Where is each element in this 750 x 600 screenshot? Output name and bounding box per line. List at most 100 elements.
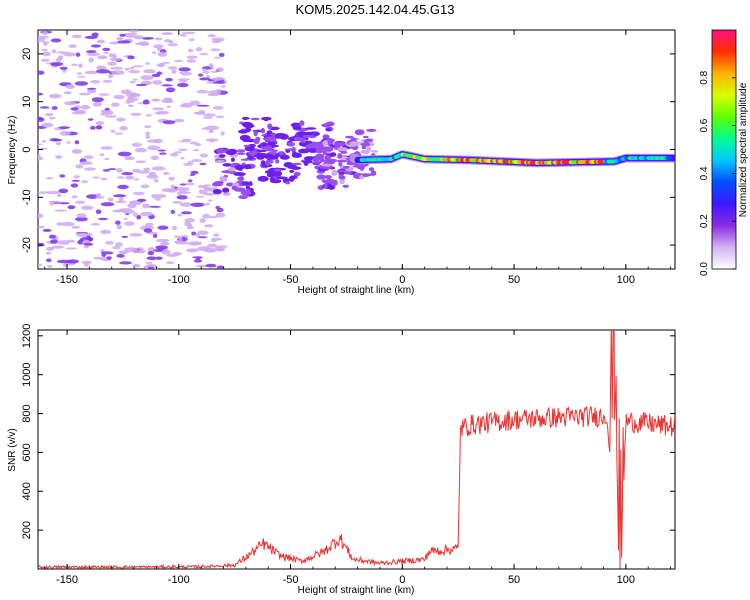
- cluster-blob: [307, 148, 319, 154]
- cluster-blob: [338, 162, 343, 167]
- cluster-blob: [285, 149, 291, 153]
- noise-blob: [199, 189, 203, 195]
- noise-blob: [207, 34, 216, 38]
- noise-blob: [123, 217, 128, 220]
- noise-blob: [189, 38, 195, 42]
- cluster-blob: [256, 149, 268, 153]
- noise-blob: [212, 81, 226, 84]
- noise-blob: [216, 265, 225, 269]
- cluster-blob: [274, 133, 287, 138]
- noise-blob: [207, 90, 222, 95]
- noise-blob: [190, 100, 200, 103]
- noise-blob: [41, 51, 51, 57]
- noise-blob: [150, 155, 160, 160]
- snr-marks: [38, 330, 675, 569]
- noise-blob: [135, 83, 148, 87]
- noise-blob: [48, 200, 61, 203]
- noise-blob: [140, 75, 154, 81]
- noise-blob: [157, 51, 168, 57]
- noise-blob: [123, 221, 135, 226]
- noise-blob: [41, 122, 54, 128]
- noise-blob: [51, 49, 57, 54]
- noise-blob: [205, 138, 219, 142]
- cluster-blob: [233, 172, 246, 176]
- noise-blob: [55, 141, 62, 146]
- noise-blob: [38, 143, 43, 146]
- noise-blob: [113, 194, 127, 198]
- cluster-blob: [329, 152, 337, 157]
- noise-blob: [189, 173, 196, 176]
- cluster-blob: [359, 174, 364, 180]
- cluster-blob: [324, 146, 334, 152]
- noise-blob: [41, 48, 48, 52]
- noise-blob: [105, 115, 117, 118]
- noise-blob: [127, 203, 137, 209]
- noise-blob: [185, 182, 195, 186]
- cluster-blob: [264, 136, 277, 142]
- noise-blob: [214, 246, 225, 251]
- noise-blob: [197, 246, 211, 252]
- noise-blob: [48, 93, 62, 99]
- noise-blob: [107, 197, 114, 202]
- noise-blob: [161, 61, 171, 64]
- noise-blob: [50, 38, 62, 43]
- noise-blob: [195, 233, 200, 237]
- noise-blob: [56, 240, 70, 245]
- noise-blob: [188, 241, 203, 246]
- cluster-blob: [345, 135, 354, 139]
- noise-blob: [151, 194, 157, 199]
- noise-blob: [195, 257, 201, 260]
- noise-blob: [198, 73, 204, 77]
- noise-blob: [59, 131, 71, 136]
- cluster-blob: [291, 162, 302, 166]
- cluster-blob: [305, 144, 316, 150]
- noise-blob: [73, 175, 80, 179]
- noise-blob: [201, 68, 208, 71]
- noise-blob: [40, 58, 50, 62]
- snr-xlabel: Height of straight line (km): [298, 585, 415, 596]
- noise-blob: [104, 157, 110, 161]
- cluster-blob: [324, 175, 332, 179]
- cluster-blob: [293, 171, 301, 177]
- cluster-blob: [336, 169, 345, 173]
- noise-blob: [142, 203, 151, 209]
- cluster-blob: [336, 159, 348, 163]
- noise-blob: [211, 238, 217, 243]
- noise-blob: [202, 213, 211, 219]
- noise-blob: [81, 205, 94, 210]
- cluster-blob: [312, 160, 323, 164]
- cluster-blob: [337, 147, 348, 152]
- noise-blob: [151, 73, 161, 78]
- noise-blob: [187, 160, 194, 164]
- cluster-blob: [286, 142, 296, 147]
- noise-blob: [155, 256, 163, 260]
- noise-blob: [202, 71, 211, 74]
- noise-blob: [38, 263, 43, 267]
- noise-blob: [146, 174, 159, 179]
- noise-blob: [119, 261, 132, 265]
- cluster-blob: [253, 154, 265, 158]
- cluster-blob: [267, 123, 273, 130]
- noise-blob: [117, 151, 132, 157]
- noise-blob: [168, 176, 175, 181]
- noise-blob: [191, 256, 204, 259]
- noise-blob: [142, 99, 150, 105]
- noise-blob: [51, 106, 58, 110]
- noise-blob: [202, 116, 213, 119]
- x-tick-label: -50: [283, 274, 299, 286]
- cluster-blob: [259, 142, 268, 147]
- noise-blob: [56, 222, 64, 226]
- noise-blob: [145, 131, 151, 135]
- cluster-blob: [262, 153, 274, 159]
- ridge-outer: [672, 154, 675, 162]
- noise-blob: [91, 97, 104, 103]
- cluster-blob: [349, 141, 359, 147]
- noise-blob: [175, 187, 190, 192]
- noise-blob: [115, 200, 127, 204]
- noise-blob: [212, 106, 224, 110]
- noise-blob: [98, 93, 110, 96]
- noise-blob: [129, 66, 135, 69]
- noise-blob: [215, 205, 221, 210]
- cluster-blob: [257, 175, 269, 182]
- noise-blob: [114, 132, 124, 135]
